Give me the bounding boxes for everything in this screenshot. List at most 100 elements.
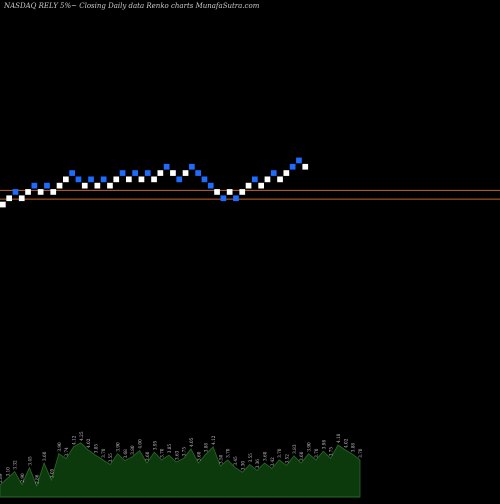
renko-brick-down: [207, 182, 214, 189]
renko-brick-up: [81, 182, 88, 189]
renko-brick-down: [189, 163, 195, 170]
renko-brick-up: [50, 189, 57, 195]
renko-brick-up: [107, 182, 113, 189]
volume-value-label: 3.75: [182, 447, 187, 457]
volume-area: [0, 442, 361, 498]
volume-value-label: 4.02: [86, 438, 91, 448]
volume-value-label: 4.18: [336, 433, 341, 443]
volume-value-label: 3.70: [277, 448, 282, 458]
renko-brick-up: [6, 195, 12, 202]
volume-value-label: 3.88: [204, 443, 209, 453]
renko-brick-down: [100, 176, 107, 183]
renko-brick-down: [201, 176, 208, 183]
volume-value-label: 3.68: [123, 449, 128, 459]
volume-value-label: 3.45: [27, 456, 32, 466]
volume-value-label: 3.45: [233, 456, 238, 466]
volume-value-label: 3.85: [167, 444, 172, 454]
volume-value-label: 3.95: [152, 440, 157, 450]
volume-value-label: 3.74: [64, 447, 69, 457]
renko-bricks: [0, 157, 309, 208]
volume-value-label: 3.75: [329, 447, 334, 457]
volume-value-label: 4.02: [343, 438, 348, 448]
renko-brick-up: [277, 176, 283, 183]
volume-value-label: 3.32: [13, 460, 18, 470]
renko-brick-down: [176, 176, 183, 183]
renko-brick-up: [0, 201, 6, 208]
renko-brick-up: [56, 182, 63, 189]
volume-value-label: 4.25: [79, 431, 84, 441]
volume-value-label: 2.86: [35, 474, 40, 484]
renko-brick-down: [195, 170, 201, 176]
volume-value-label: 3.90: [57, 442, 62, 452]
renko-brick-up: [302, 163, 309, 170]
volume-value-label: 3.70: [314, 448, 319, 458]
renko-brick-up: [157, 170, 164, 176]
volume-value-label: 3.90: [116, 442, 121, 452]
price-lines: [0, 189, 500, 200]
volume-value-label: 3.42: [270, 457, 275, 467]
volume-value-label: 3.88: [351, 443, 356, 453]
renko-brick-up: [94, 182, 101, 189]
renko-brick-down: [289, 163, 296, 170]
renko-brick-down: [31, 182, 38, 189]
volume-value-label: 4.12: [211, 435, 216, 445]
renko-brick-down: [163, 163, 170, 170]
volume-value-label: 3.50: [218, 454, 223, 464]
volume-value-label: 2.89: [0, 473, 3, 483]
volume-value-label: 3.85: [94, 444, 99, 454]
renko-brick-up: [226, 189, 233, 195]
renko-brick-up: [113, 176, 120, 183]
volume-value-label: 3.55: [248, 453, 253, 463]
renko-brick-up: [214, 189, 220, 195]
volume-value-label: 3.55: [108, 453, 113, 463]
volume-value-label: 4.12: [71, 435, 76, 445]
renko-brick-up: [182, 170, 189, 176]
renko-brick-up: [264, 176, 271, 183]
volume-value-label: 3.70: [358, 448, 363, 458]
renko-brick-down: [12, 189, 19, 195]
renko-brick-up: [258, 182, 264, 189]
volume-value-label: 4.00: [138, 439, 143, 449]
renko-brick-up: [37, 189, 44, 195]
volume-value-label: 3.98: [321, 440, 326, 450]
renko-brick-up: [18, 195, 25, 202]
volume-value-label: 3.60: [196, 451, 201, 461]
volume-value-label: 3.52: [285, 454, 290, 464]
renko-brick-down: [119, 170, 126, 176]
renko-brick-down: [220, 195, 227, 202]
volume-value-label: 3.80: [130, 445, 135, 455]
renko-brick-up: [245, 182, 252, 189]
renko-brick-up: [126, 176, 132, 183]
volume-value-label: 3.60: [145, 451, 150, 461]
volume-value-label: 4.05: [189, 437, 194, 447]
renko-brick-up: [170, 170, 176, 176]
volume-value-label: 3.60: [42, 451, 47, 461]
renko-brick-down: [44, 182, 50, 189]
volume-value-label: 3.30: [240, 461, 245, 471]
renko-brick-up: [151, 176, 157, 183]
volume-value-label: 3.10: [5, 467, 10, 477]
volume-value-label: 3.60: [262, 451, 267, 461]
volume-value-label: 3.70: [160, 448, 165, 458]
renko-brick-up: [239, 189, 246, 195]
volume-labels: 2.893.103.322.903.452.863.603.053.903.74…: [0, 431, 363, 484]
volume-area-path: [0, 442, 361, 498]
volume-value-label: 3.70: [226, 448, 231, 458]
renko-brick-up: [63, 176, 69, 183]
renko-brick-up: [25, 189, 31, 195]
renko-brick-down: [75, 176, 82, 183]
volume-value-label: 2.90: [20, 473, 25, 483]
chart-title: NASDAQ RELY 5%~ Closing Daily data Renko…: [4, 2, 260, 10]
renko-brick-down: [144, 170, 151, 176]
renko-brick-down: [88, 176, 94, 183]
renko-brick-down: [69, 170, 75, 176]
renko-brick-down: [270, 170, 277, 176]
renko-brick-down: [252, 176, 258, 183]
renko-brick-down: [296, 157, 302, 164]
volume-value-label: 3.90: [307, 442, 312, 452]
volume-value-label: 3.05: [49, 468, 54, 478]
renko-brick-up: [138, 176, 145, 183]
renko-brick-down: [132, 170, 138, 176]
volume-value-label: 3.83: [292, 444, 297, 454]
